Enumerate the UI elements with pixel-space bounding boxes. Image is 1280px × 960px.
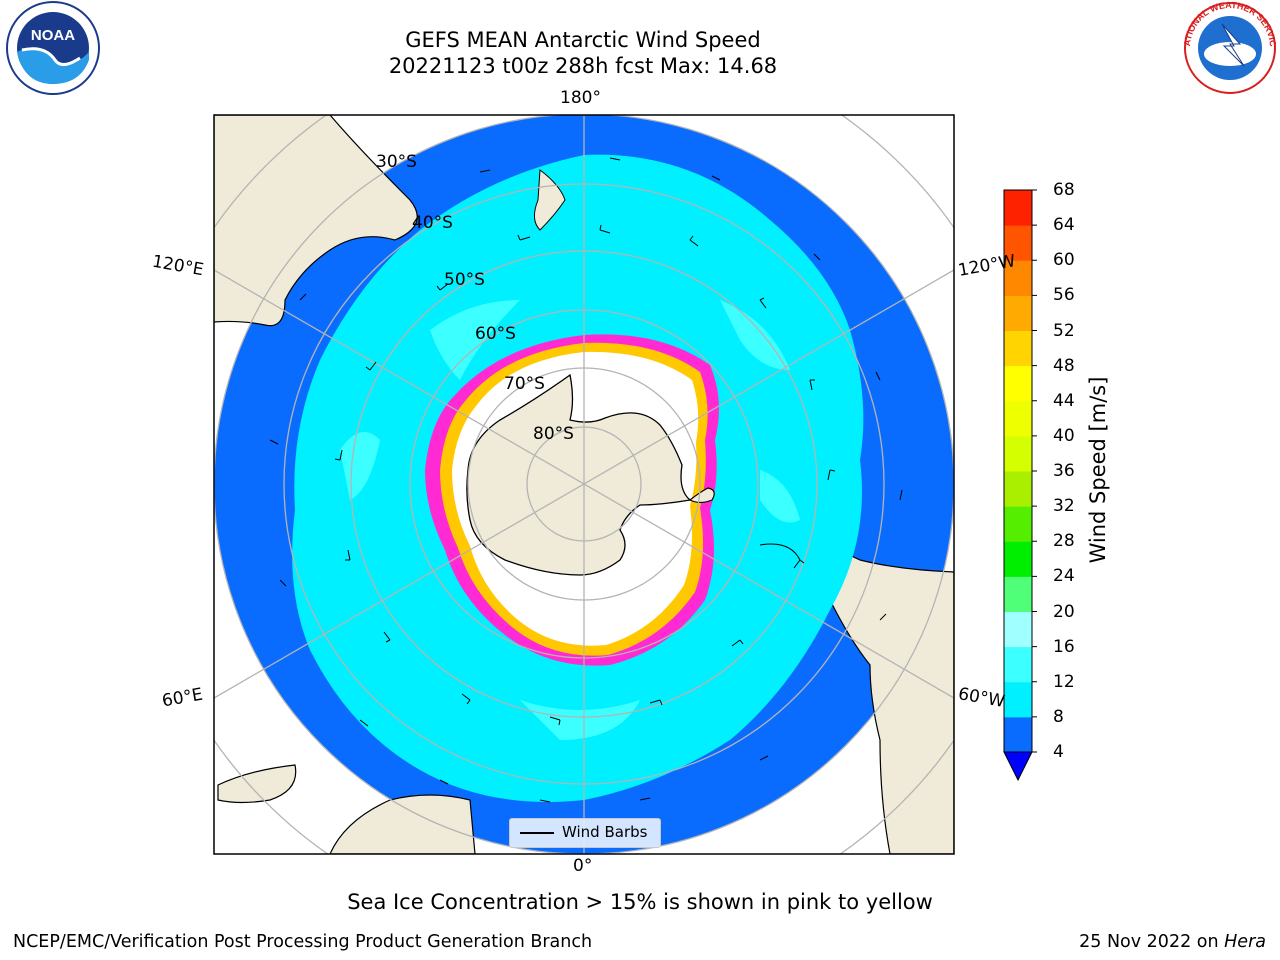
footer-host: Hera: [1224, 932, 1266, 952]
noaa-logo-text: NOAA: [31, 27, 75, 44]
colorbar-tick-label: 64: [1053, 215, 1075, 236]
colorbar: [1003, 189, 1037, 782]
chart-subtitle: 20221123 t00z 288h fcst Max: 14.68: [388, 54, 778, 78]
meridian-label-180: 180°: [560, 88, 601, 108]
colorbar-segment: [1004, 225, 1032, 261]
colorbar-segment: [1004, 260, 1032, 296]
colorbar-tick-label: 40: [1053, 425, 1075, 446]
colorbar-title: Wind Speed [m/s]: [1086, 376, 1110, 564]
colorbar-tick-label: 8: [1053, 706, 1064, 727]
wind-barbs: [269, 157, 903, 803]
colorbar-tick-label: 24: [1053, 566, 1075, 587]
latitude-label-40s: 40°S: [412, 213, 453, 233]
wind-barb-legend-icon: [520, 832, 554, 834]
colorbar-segment: [1004, 330, 1032, 367]
footer-producer: NCEP/EMC/Verification Post Processing Pr…: [13, 932, 593, 952]
colorbar-tick-label: 60: [1053, 250, 1075, 271]
colorbar-segment: [1004, 506, 1032, 542]
latitude-label-50s: 50°S: [444, 270, 485, 290]
map-legend: Wind Barbs: [509, 818, 661, 848]
colorbar-tick-label: 44: [1053, 390, 1075, 411]
colorbar-under-arrow: [1003, 751, 1033, 782]
colorbar-segment: [1004, 541, 1032, 577]
antarctica-land: [466, 373, 692, 576]
nws-logo: NATIONAL WEATHER SERVICE: [1178, 0, 1278, 94]
colorbar-tick-label: 12: [1053, 671, 1075, 692]
colorbar-segment: [1004, 716, 1032, 753]
wind-field-12-16: [340, 300, 800, 740]
legend-label: Wind Barbs: [562, 823, 648, 841]
colorbar-segment: [1004, 681, 1032, 718]
noaa-logo: NOAA: [6, 1, 100, 95]
sea-ice-note: Sea Ice Concentration > 15% is shown in …: [347, 890, 933, 914]
colorbar-segment: [1004, 400, 1032, 437]
colorbar-tick-label: 48: [1053, 355, 1075, 376]
colorbar-tick-label: 28: [1053, 531, 1075, 552]
footer-date: 25 Nov 2022 on Hera: [1079, 932, 1266, 952]
footer-date-text: 25 Nov 2022 on: [1079, 932, 1225, 952]
latitude-label-80s: 80°S: [533, 424, 574, 444]
map-frame: [213, 114, 955, 855]
colorbar-segment: [1004, 365, 1032, 402]
colorbar-tick-label: 16: [1053, 636, 1075, 657]
colorbar-tick-label: 4: [1053, 742, 1064, 762]
colorbar-tick-label: 36: [1053, 461, 1075, 481]
map-area: [214, 115, 954, 854]
latitude-label-70s: 70°S: [504, 374, 545, 394]
colorbar-segment: [1004, 295, 1032, 331]
colorbar-segment: [1004, 576, 1032, 612]
meridian-grid: [214, 115, 954, 854]
colorbar-segment: [1004, 611, 1032, 648]
latitude-label-60s: 60°S: [475, 324, 516, 344]
colorbar-tick-label: 68: [1053, 180, 1075, 200]
colorbar-tick-label: 56: [1053, 285, 1075, 306]
chart-title: GEFS MEAN Antarctic Wind Speed: [405, 28, 761, 52]
colorbar-segment: [1004, 646, 1032, 683]
colorbar-tick-label: 32: [1053, 496, 1075, 517]
colorbar-tick-label: 52: [1053, 320, 1075, 341]
colorbar-tick-label: 20: [1053, 601, 1075, 622]
colorbar-segment: [1004, 435, 1032, 472]
colorbar-segment: [1004, 190, 1032, 226]
latitude-label-30s: 30°S: [376, 152, 417, 172]
colorbar-segment: [1004, 471, 1032, 507]
meridian-label-0: 0°: [573, 856, 593, 876]
